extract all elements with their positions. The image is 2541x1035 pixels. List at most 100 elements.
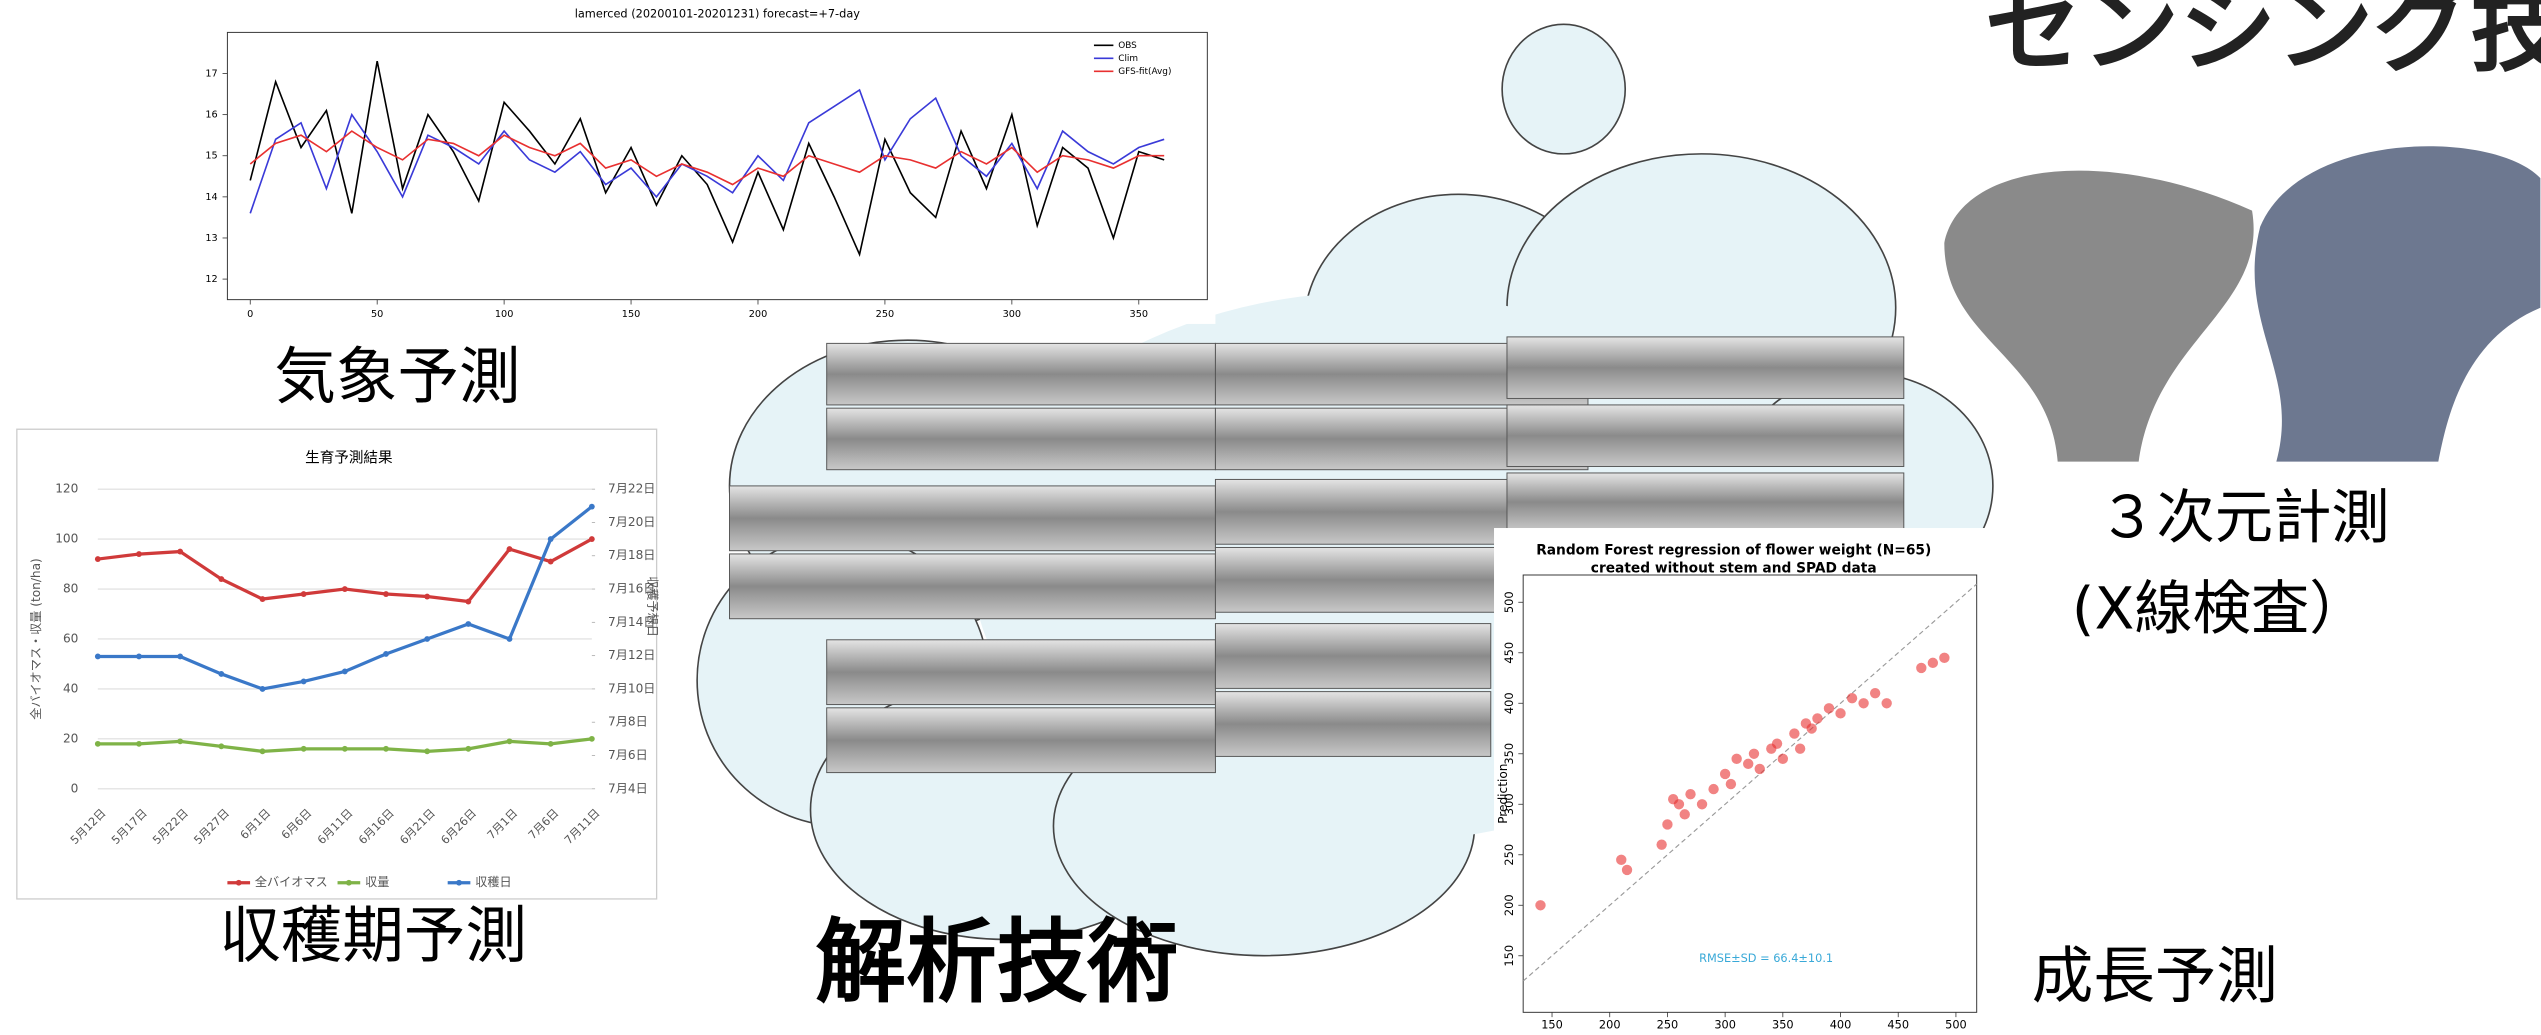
point: [1939, 652, 1950, 664]
y2-tick-label: 7月22日: [608, 482, 655, 496]
point: [1812, 713, 1823, 724]
point: [300, 745, 307, 752]
y-tick-label: 12: [205, 274, 217, 285]
label: 成長予測: [2032, 940, 2278, 1012]
y-tick-label: 13: [205, 233, 217, 244]
point: [1535, 900, 1546, 911]
point: [1794, 743, 1806, 754]
point: [177, 738, 184, 745]
y-tick-label: 350: [1502, 743, 1516, 765]
point: [1823, 703, 1835, 714]
legend-label: OBS: [1118, 41, 1137, 51]
y2-tick-label: 7月20日: [608, 515, 655, 529]
point: [300, 591, 307, 597]
x-tick-label: 50: [371, 309, 383, 320]
point: [1685, 788, 1696, 800]
label: ３次元計測: [2098, 484, 2390, 552]
point: [465, 598, 472, 605]
identity-line: [1522, 583, 1978, 982]
point: [1719, 768, 1731, 780]
x-tick-label: 300: [1714, 1017, 1736, 1031]
x-tick-label: 500: [1945, 1017, 1967, 1031]
y-tick-label: 150: [1502, 945, 1516, 967]
x-tick-label: 150: [1541, 1017, 1563, 1031]
point: [300, 678, 307, 685]
point: [1748, 748, 1760, 759]
point: [1731, 753, 1742, 765]
plot-frame: [1522, 574, 1978, 1013]
point: [424, 636, 431, 642]
point: [1806, 723, 1817, 734]
y-tick-label: 80: [63, 582, 78, 596]
y-tick-label: 15: [205, 151, 217, 162]
legend-marker: [456, 879, 462, 886]
point: [1743, 758, 1754, 770]
y-axis-title: Prediction: [1496, 764, 1510, 824]
x-tick-label: 450: [1887, 1017, 1909, 1031]
point: [1708, 783, 1719, 795]
point: [547, 536, 554, 543]
y-tick-label: 250: [1502, 844, 1516, 866]
series-line: [249, 130, 1165, 186]
y-tick-label: 300: [1502, 793, 1516, 815]
point: [1621, 864, 1633, 876]
y2-tick-label: 7月14日: [608, 615, 655, 629]
y-tick-label: 500: [1502, 591, 1516, 613]
point: [136, 740, 142, 747]
point: [94, 556, 101, 562]
point: [1789, 728, 1800, 739]
x-tick-label: 250: [1657, 1017, 1679, 1031]
point: [1771, 738, 1783, 749]
y2-axis-title: 収穫予想日: [645, 576, 660, 637]
y-tick-label: 0: [71, 781, 79, 795]
point: [1616, 854, 1627, 865]
y2-tick-label: 7月8日: [608, 715, 648, 729]
point: [218, 671, 225, 677]
servers: [729, 336, 1905, 774]
legend-label: Clim: [1118, 54, 1138, 64]
y-tick-label: 60: [63, 631, 78, 645]
y-tick-label: 14: [205, 192, 217, 203]
point: [424, 748, 431, 755]
point: [1927, 657, 1939, 669]
point: [1869, 687, 1881, 699]
point: [94, 653, 101, 660]
point: [588, 536, 595, 543]
x-tick-label: 350: [1130, 309, 1149, 320]
x-tick-label: 150: [622, 309, 641, 320]
y-tick-label: 100: [55, 532, 78, 546]
point: [383, 745, 389, 752]
x-tick-label: 200: [1599, 1017, 1621, 1031]
point: [177, 548, 184, 555]
y-tick-label: 200: [1502, 894, 1516, 916]
y2-tick-label: 7月16日: [608, 582, 655, 596]
annotation: RMSE±SD = 66.4±10.1: [1699, 951, 1833, 965]
point: [218, 743, 225, 750]
series-line: [249, 61, 1165, 258]
y2-tick-label: 7月6日: [608, 748, 648, 762]
chart-background: [1494, 528, 1987, 1035]
series-line: [249, 88, 1165, 214]
section-title: 解析技術: [815, 910, 1178, 1015]
x-tick-label: 100: [495, 309, 514, 320]
plot-frame: [226, 31, 1208, 301]
legend-label: 全バイオマス: [255, 874, 328, 889]
point: [341, 668, 348, 675]
chart-background: [16, 428, 658, 900]
point: [1835, 708, 1846, 719]
x-tick-label: 400: [1830, 1017, 1852, 1031]
point: [1916, 662, 1927, 674]
y-tick-label: 17: [205, 69, 217, 80]
point: [1754, 763, 1765, 775]
legend-marker: [345, 879, 352, 886]
point: [1673, 799, 1685, 810]
y-tick-label: 40: [63, 681, 78, 695]
x-tick-label: 350: [1772, 1017, 1794, 1031]
chart-title: lamerced (20200101-20201231) forecast=+7…: [575, 7, 861, 21]
label: 収穫期予測: [219, 900, 527, 972]
point: [1777, 753, 1789, 765]
point: [218, 576, 225, 582]
legend-label: 収穫日: [475, 875, 511, 889]
point: [588, 735, 595, 742]
